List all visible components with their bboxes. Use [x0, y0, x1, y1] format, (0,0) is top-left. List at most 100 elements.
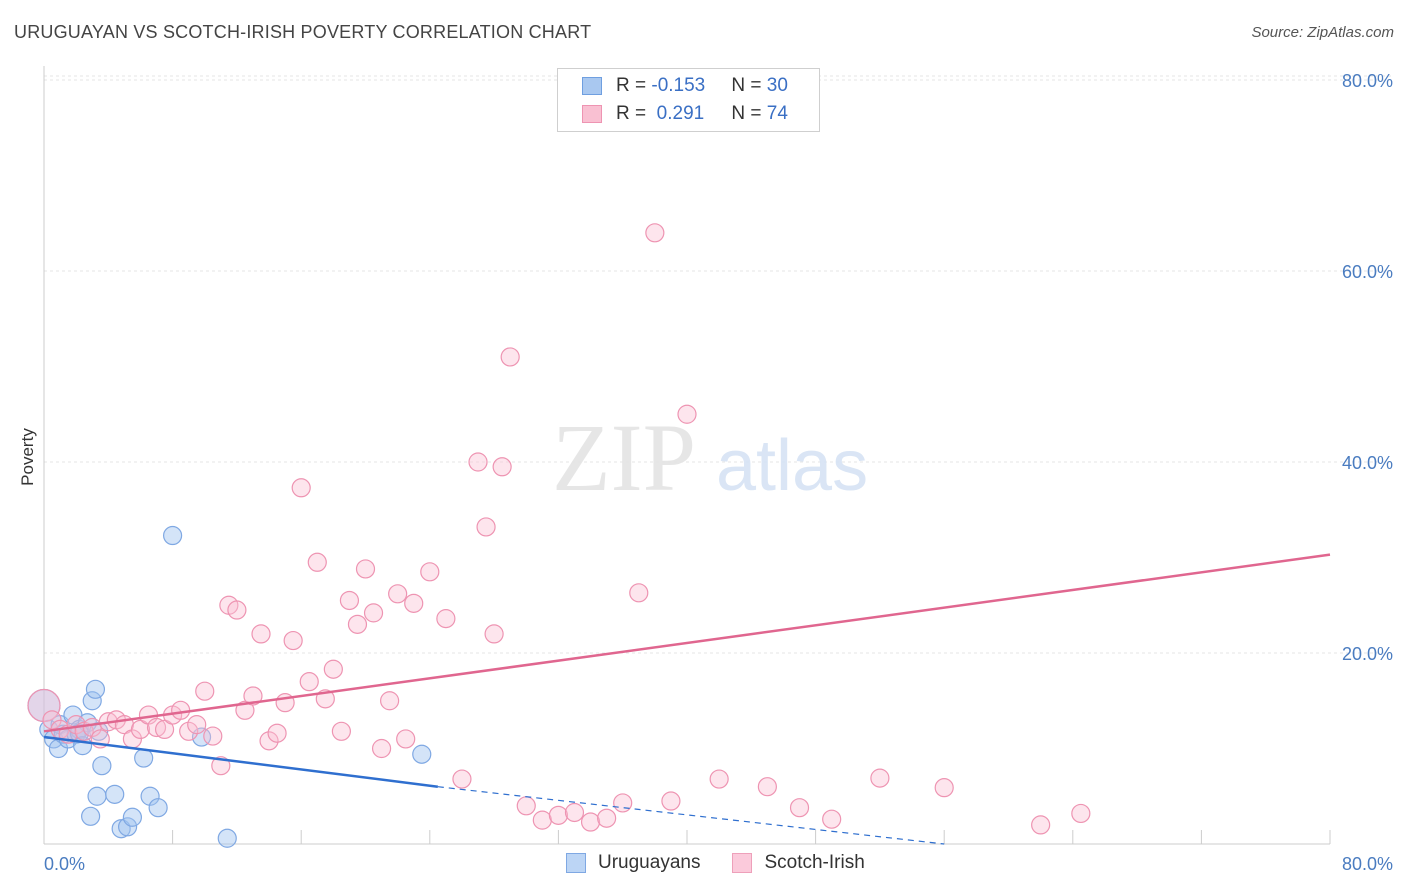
point-scotch-irish — [516, 796, 536, 816]
watermark: ZIP atlas — [552, 404, 868, 511]
point-scotch-irish — [564, 802, 585, 823]
point-scotch-irish — [259, 731, 279, 751]
legend-row-scotch-irish: R = 0.291 N = 74 — [582, 101, 788, 127]
series-legend: Uruguayans Scotch-Irish — [566, 852, 897, 874]
point-uruguayans — [82, 691, 102, 711]
point-uruguayans — [81, 806, 101, 826]
point-uruguayans — [163, 525, 183, 546]
point-scotch-irish — [677, 404, 697, 424]
point-uruguayans — [217, 828, 237, 848]
point-scotch-irish — [227, 600, 247, 620]
point-scotch-irish — [629, 583, 649, 603]
point-uruguayans — [87, 786, 107, 806]
point-scotch-irish — [396, 729, 416, 749]
trend-scotch-irish — [43, 553, 1331, 733]
legend-n-label: N = — [731, 75, 767, 96]
point-scotch-irish — [580, 812, 601, 832]
legend-n-label: N = — [731, 103, 767, 124]
point-scotch-irish — [452, 769, 472, 789]
point-scotch-irish — [484, 624, 504, 644]
correlation-legend: R = -0.153 N = 30 R = 0.291 N = 74 — [557, 68, 820, 132]
point-scotch-irish — [380, 691, 400, 711]
point-scotch-irish — [299, 672, 319, 692]
point-scotch-irish — [420, 562, 440, 582]
source-note: Source: ZipAtlas.com — [1251, 24, 1394, 41]
point-scotch-irish — [187, 715, 207, 735]
point-scotch-irish — [613, 793, 633, 813]
trend-uruguayans — [43, 735, 438, 788]
point-uruguayans — [105, 784, 125, 804]
data-points — [27, 223, 1091, 848]
point-scotch-irish — [323, 659, 343, 679]
point-scotch-irish — [492, 457, 512, 477]
point-uruguayans — [117, 817, 138, 837]
point-scotch-irish — [283, 630, 303, 651]
axes: 20.0% 40.0% 60.0% 80.0% 0.0% 80.0% — [43, 66, 1393, 874]
legend-swatch-uruguayans — [582, 77, 602, 95]
point-scotch-irish — [548, 805, 569, 825]
point-scotch-irish — [203, 726, 223, 746]
point-scotch-irish — [476, 517, 496, 537]
y-tick-label: 20.0% — [1342, 644, 1393, 664]
point-scotch-irish — [363, 603, 384, 623]
point-scotch-irish — [934, 778, 954, 798]
y-tick-label: 80.0% — [1342, 71, 1393, 91]
x-tick-label: 0.0% — [44, 854, 85, 874]
point-scotch-irish — [251, 624, 271, 644]
chart-title: URUGUAYAN VS SCOTCH-IRISH POVERTY CORREL… — [14, 22, 592, 42]
point-scotch-irish — [171, 700, 191, 720]
point-scotch-irish — [146, 717, 167, 738]
point-scotch-irish — [371, 738, 392, 759]
legend-n-value: 30 — [766, 75, 788, 96]
point-scotch-irish — [291, 478, 311, 498]
trend-extension — [437, 786, 945, 845]
legend-label-scotch-irish: Scotch-Irish — [764, 852, 865, 873]
watermark-atlas: atlas — [716, 426, 868, 506]
point-scotch-irish — [789, 798, 810, 818]
trend-lines — [43, 553, 1331, 845]
legend-item-scotch-irish: Scotch-Irish — [732, 852, 865, 874]
point-scotch-irish — [179, 721, 199, 741]
legend-item-uruguayans: Uruguayans — [566, 852, 700, 874]
point-uruguayans — [134, 748, 154, 768]
point-uruguayans — [85, 679, 106, 699]
point-scotch-irish — [307, 552, 327, 572]
point-uruguayans — [122, 807, 143, 827]
point-scotch-irish — [757, 777, 777, 797]
legend-r-value: 0.291 — [651, 103, 705, 124]
point-scotch-irish — [267, 723, 287, 743]
legend-n-value: 74 — [766, 103, 788, 124]
point-scotch-irish — [331, 721, 351, 741]
point-uruguayans — [412, 744, 432, 764]
point-scotch-irish — [211, 756, 231, 776]
legend-row-uruguayans: R = -0.153 N = 30 — [582, 73, 788, 99]
y-axis-label: Poverty — [18, 428, 37, 486]
legend-r-value: -0.153 — [651, 75, 706, 96]
legend-swatch-scotch-irish — [732, 853, 753, 873]
point-scotch-irish — [388, 584, 408, 604]
legend-swatch-uruguayans — [566, 853, 586, 873]
y-tick-label: 40.0% — [1342, 453, 1393, 473]
point-scotch-irish — [27, 688, 61, 723]
point-scotch-irish — [436, 609, 456, 629]
point-scotch-irish — [195, 681, 215, 701]
point-scotch-irish — [870, 768, 890, 788]
x-tick-label: 80.0% — [1342, 854, 1393, 874]
point-scotch-irish — [154, 719, 175, 740]
point-scotch-irish — [404, 593, 424, 613]
legend-label-uruguayans: Uruguayans — [598, 852, 701, 873]
point-scotch-irish — [243, 686, 263, 706]
watermark-zip: ZIP — [552, 404, 696, 511]
point-scotch-irish — [500, 347, 520, 367]
point-scotch-irish — [347, 614, 368, 634]
point-scotch-irish — [355, 559, 376, 579]
legend-swatch-scotch-irish — [582, 105, 602, 123]
point-scotch-irish — [339, 590, 360, 611]
grid-lines — [44, 75, 1392, 654]
legend-r-label: R = — [616, 75, 652, 96]
point-scotch-irish — [645, 223, 665, 243]
point-scotch-irish — [532, 810, 552, 830]
point-scotch-irish — [1071, 803, 1091, 824]
point-scotch-irish — [468, 452, 488, 472]
